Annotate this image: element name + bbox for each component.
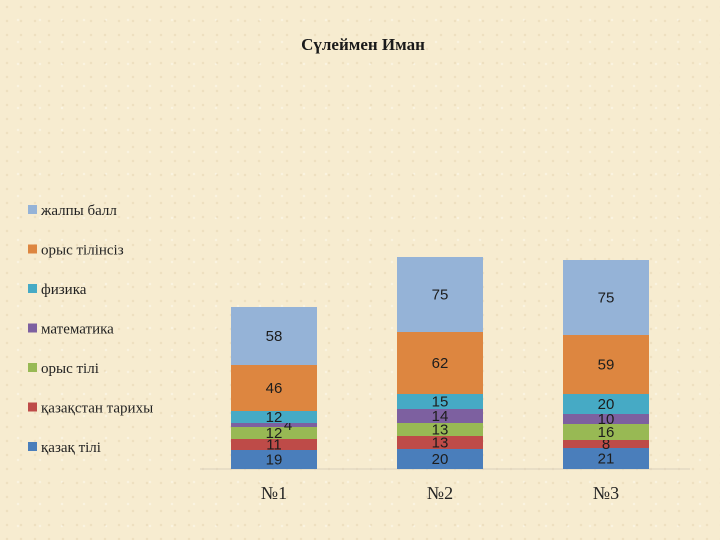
bar-segment: [397, 436, 483, 449]
data-label: 4: [284, 417, 292, 434]
data-label: 12: [266, 425, 283, 442]
legend: жалпы балл орыс тілінсіз физика математика о…: [28, 203, 153, 456]
data-label: 10: [598, 411, 615, 428]
data-label: 13: [432, 435, 449, 452]
legend-label: жалпы балл: [40, 203, 117, 219]
bar-segment: [563, 260, 649, 335]
legend-label: орыс тілінсіз: [41, 243, 124, 259]
data-label: 15: [432, 394, 449, 411]
data-label: 46: [266, 380, 283, 397]
legend-swatch: [28, 244, 37, 254]
bar-segment: [231, 307, 317, 365]
bar-segment: [563, 394, 649, 414]
data-label: 75: [432, 287, 449, 304]
legend-label: физика: [41, 282, 87, 298]
bar-segment: [397, 409, 483, 423]
legend-swatch: [28, 442, 37, 451]
data-label: 11: [266, 437, 282, 454]
bar-segment: [231, 427, 317, 439]
data-label: 62: [432, 355, 449, 372]
data-label: 20: [432, 451, 449, 468]
bar-segment: [397, 257, 483, 332]
bar-segment: [397, 394, 483, 409]
bar-segment: [397, 423, 483, 436]
x-tick-label: №1: [261, 483, 287, 503]
legend-label: математика: [41, 322, 114, 338]
bar-segment: [563, 448, 649, 469]
bar-segment: [231, 450, 317, 469]
x-tick-label: №2: [427, 483, 453, 503]
bar-segment: [231, 423, 317, 427]
data-label: 12: [266, 409, 283, 426]
legend-swatch: [28, 402, 37, 412]
x-tick-label: №3: [593, 483, 619, 503]
bar-segment: [231, 365, 317, 411]
data-label: 58: [266, 328, 283, 345]
legend-swatch: [28, 284, 37, 293]
bar-segment: [397, 332, 483, 394]
data-label: 75: [598, 290, 615, 307]
data-label: 14: [432, 408, 449, 425]
legend-swatch: [28, 323, 37, 333]
bar-segment: [231, 411, 317, 423]
chart-title: Сүлеймен Иман: [301, 35, 425, 54]
legend-swatch: [28, 205, 37, 214]
data-label: 16: [598, 424, 615, 441]
bar-segment: [397, 449, 483, 469]
x-axis-ticks: №1 №2 №3: [261, 483, 619, 503]
legend-label: қазақ тілі: [41, 440, 101, 456]
data-label: 21: [598, 451, 615, 468]
data-label: 13: [432, 422, 449, 439]
legend-label: орыс тілі: [41, 361, 99, 377]
legend-swatch: [28, 363, 37, 372]
bar-segment: [231, 439, 317, 450]
data-label: 19: [266, 452, 283, 469]
bar-segment: [563, 424, 649, 440]
data-label: 8: [602, 436, 610, 453]
bar-segment: [563, 414, 649, 424]
data-label: 59: [598, 357, 615, 374]
bar-segment: [563, 440, 649, 448]
bar-segment: [563, 335, 649, 394]
legend-label: қазақстан тарихы: [41, 401, 153, 417]
data-label: 20: [598, 396, 615, 413]
